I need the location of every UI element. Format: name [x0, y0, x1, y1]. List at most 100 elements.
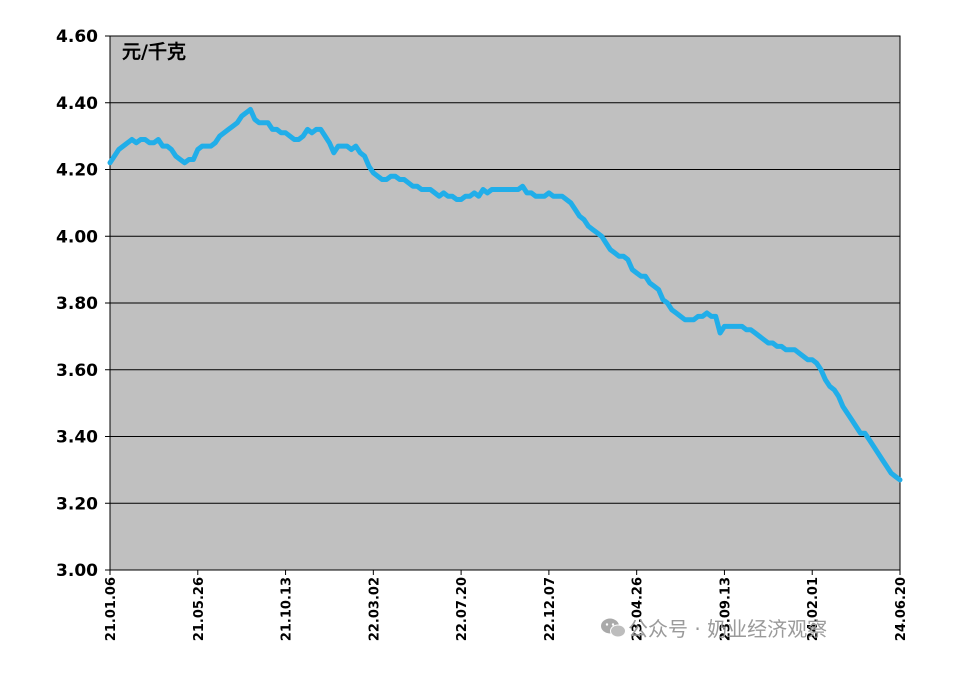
- x-tick-label: 24.02.01: [806, 577, 821, 641]
- data-point: [521, 184, 525, 188]
- data-point: [815, 361, 819, 365]
- watermark-text: 公众号 · 奶业经济观察: [628, 617, 827, 641]
- x-tick-label: 22.03.02: [367, 577, 382, 641]
- series-layer: [107, 106, 903, 483]
- data-point: [507, 188, 511, 191]
- unit-label: 元/千克: [122, 40, 186, 63]
- data-point: [674, 311, 678, 315]
- data-point: [709, 314, 713, 318]
- x-tick-label: 23.09.13: [718, 577, 733, 641]
- data-point: [139, 138, 143, 141]
- data-point: [406, 181, 410, 185]
- x-tick-label: 24.06.20: [894, 577, 909, 641]
- data-point: [134, 141, 138, 145]
- data-point: [288, 134, 292, 138]
- data-point: [442, 191, 446, 195]
- data-point: [595, 231, 599, 235]
- data-point: [253, 117, 257, 121]
- data-point: [130, 138, 134, 141]
- data-point: [218, 134, 222, 138]
- data-point: [543, 194, 546, 198]
- data-point: [490, 188, 494, 191]
- x-tick-label: 22.12.07: [543, 577, 558, 641]
- data-point: [564, 198, 568, 201]
- wechat-icon: [601, 618, 626, 638]
- data-point: [464, 194, 467, 198]
- data-point: [126, 141, 130, 145]
- data-point: [766, 341, 770, 345]
- data-point: [630, 268, 634, 272]
- data-point: [376, 174, 380, 178]
- data-point: [718, 331, 722, 335]
- data-point: [780, 344, 783, 348]
- data-point: [349, 148, 353, 151]
- data-point: [411, 184, 415, 188]
- data-point: [367, 164, 371, 168]
- data-point: [850, 418, 854, 422]
- data-point: [775, 344, 779, 348]
- data-point: [872, 445, 876, 448]
- data-point: [771, 341, 775, 345]
- data-point: [327, 141, 331, 145]
- data-point: [648, 281, 652, 285]
- data-point: [652, 284, 656, 288]
- data-point: [867, 438, 871, 442]
- data-point: [345, 144, 349, 148]
- data-point: [262, 121, 266, 125]
- data-point: [657, 288, 661, 292]
- data-point: [740, 324, 744, 328]
- data-point: [222, 131, 226, 135]
- data-point: [156, 138, 160, 141]
- data-point: [200, 144, 204, 148]
- data-point: [385, 178, 388, 181]
- data-point: [749, 328, 753, 332]
- data-point: [143, 138, 147, 141]
- x-tick-label: 22.07.20: [455, 577, 470, 641]
- data-point: [433, 191, 437, 195]
- data-point: [183, 161, 187, 165]
- data-point: [687, 318, 691, 322]
- data-point: [898, 478, 902, 482]
- data-point: [424, 188, 428, 191]
- data-point: [354, 144, 358, 148]
- data-point: [784, 348, 788, 352]
- data-point: [472, 191, 476, 195]
- watermark: 公众号 · 奶业经济观察: [601, 617, 827, 641]
- data-point: [371, 171, 375, 175]
- data-point: [310, 131, 314, 135]
- data-point: [398, 178, 402, 181]
- data-point: [266, 121, 270, 125]
- data-point: [477, 194, 481, 198]
- data-point: [191, 158, 195, 161]
- data-point: [494, 188, 498, 191]
- data-point: [323, 134, 327, 138]
- data-point: [556, 194, 560, 198]
- data-point: [187, 158, 191, 161]
- data-point: [455, 198, 459, 201]
- data-point: [547, 191, 551, 195]
- data-point: [112, 154, 116, 158]
- data-point: [358, 151, 362, 155]
- data-point: [828, 384, 832, 388]
- data-point: [600, 234, 604, 238]
- data-point: [665, 301, 669, 305]
- data-point: [889, 471, 893, 475]
- data-point: [174, 154, 178, 158]
- y-tick-label: 3.80: [56, 294, 98, 314]
- data-point: [859, 431, 862, 435]
- y-tick-label: 4.40: [56, 94, 98, 114]
- data-point: [161, 144, 165, 148]
- data-point: [586, 224, 590, 228]
- x-tick-label: 21.01.06: [104, 577, 119, 641]
- data-point: [876, 451, 880, 455]
- data-point: [314, 127, 318, 131]
- data-point: [231, 124, 235, 128]
- data-point: [437, 194, 441, 198]
- y-tick-label: 4.20: [56, 161, 98, 181]
- data-point: [248, 107, 252, 111]
- data-point: [538, 194, 542, 198]
- data-point: [481, 188, 485, 191]
- data-point: [516, 188, 520, 191]
- data-point: [806, 358, 810, 362]
